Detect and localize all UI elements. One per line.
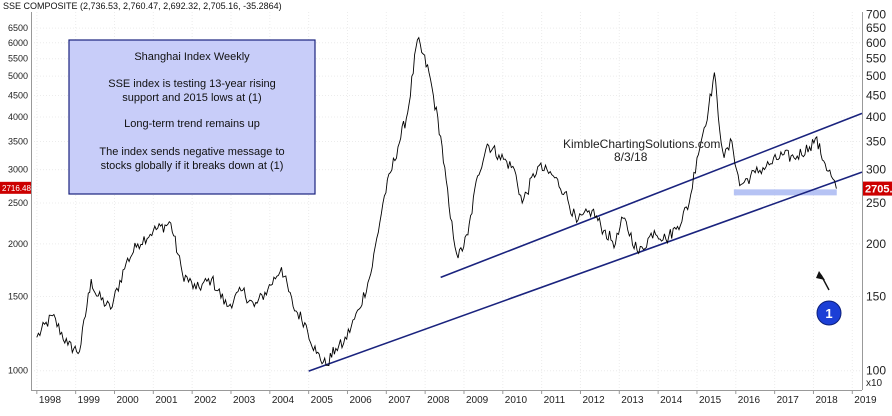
marker-1: 1 bbox=[816, 271, 842, 326]
left-tick-label: 3500 bbox=[8, 136, 28, 146]
annotation-title: Shanghai Index Weekly bbox=[134, 51, 250, 63]
left-tick-label: 5000 bbox=[8, 71, 28, 81]
x-tick-label: 2000 bbox=[116, 395, 139, 406]
watermark-date: 8/3/18 bbox=[614, 150, 648, 164]
watermark-site: KimbleChartingSolutions.com bbox=[563, 137, 720, 151]
left-tick-label: 3000 bbox=[8, 165, 28, 175]
x-tick-label: 2006 bbox=[349, 395, 372, 406]
rising-support-line bbox=[308, 171, 863, 372]
x-tick-label: 2009 bbox=[466, 395, 489, 406]
x-tick-label: 2001 bbox=[155, 395, 178, 406]
right-tick-label: 300 bbox=[866, 163, 886, 177]
left-tick-label: 2000 bbox=[8, 239, 28, 249]
right-tick-label: 100 bbox=[866, 364, 886, 378]
price-tags: 2716.48 2705. bbox=[0, 181, 892, 196]
right-tick-label: 150 bbox=[866, 290, 886, 304]
marker-circle bbox=[816, 300, 842, 326]
right-tick-label: 650 bbox=[866, 21, 886, 35]
marker-arrowhead bbox=[816, 271, 825, 280]
x-axis-ticks: 1998 1999 2000 2001 2002 2003 2004 2005 2006 2007… bbox=[36, 390, 877, 406]
x-tick-label: 2004 bbox=[272, 395, 295, 406]
left-tick-label: 1500 bbox=[8, 292, 28, 302]
right-tick-label: 350 bbox=[866, 134, 886, 148]
left-tick-label: 1000 bbox=[8, 366, 28, 376]
x-tick-label: 2013 bbox=[621, 395, 644, 406]
right-scale-label: x10 bbox=[866, 378, 883, 389]
right-tick-label: 700 bbox=[866, 8, 886, 22]
x-tick-label: 1998 bbox=[39, 395, 62, 406]
x-tick-label: 1999 bbox=[78, 395, 101, 406]
x-tick-label: 2012 bbox=[582, 395, 605, 406]
right-tick-label: 400 bbox=[866, 110, 886, 124]
left-tick-label: 6000 bbox=[8, 38, 28, 48]
right-tick-label: 200 bbox=[866, 237, 886, 251]
right-tick-label: 250 bbox=[866, 196, 886, 210]
right-tick-label: 500 bbox=[866, 69, 886, 83]
support-band bbox=[733, 189, 837, 196]
x-tick-label: 2005 bbox=[311, 395, 334, 406]
right-price-tag-bg bbox=[863, 181, 892, 196]
right-tick-label: 550 bbox=[866, 52, 886, 66]
upper-channel-line bbox=[440, 112, 863, 279]
x-tick-label: 2018 bbox=[815, 395, 838, 406]
annotation-line-2: support and 2015 lows at (1) bbox=[122, 92, 261, 104]
left-axis-ticks: 6500 6000 5500 5000 4500 4000 3500 3000 2500 2000… bbox=[8, 23, 28, 376]
x-tick-label: 2019 bbox=[854, 395, 877, 406]
x-tick-label: 2002 bbox=[194, 395, 217, 406]
x-tick-label: 2003 bbox=[233, 395, 256, 406]
trendlines bbox=[308, 112, 863, 372]
price-series bbox=[36, 36, 837, 367]
right-tick-label: 450 bbox=[866, 88, 886, 102]
marker-label: 1 bbox=[825, 306, 832, 321]
right-price-tag: 2705. bbox=[865, 184, 892, 196]
annotation-line-1: SSE index is testing 13-year rising bbox=[108, 78, 276, 90]
chart-header: SSE COMPOSITE (2,736.53, 2,760.47, 2,692… bbox=[3, 1, 282, 11]
annotation-box: Shanghai Index Weekly SSE index is testi… bbox=[68, 39, 316, 195]
x-tick-label: 2015 bbox=[699, 395, 722, 406]
x-tick-label: 2008 bbox=[427, 395, 450, 406]
left-tick-label: 6500 bbox=[8, 23, 28, 33]
x-tick-label: 2007 bbox=[388, 395, 411, 406]
x-tick-label: 2010 bbox=[505, 395, 528, 406]
annotation-line-4: The index sends negative message to bbox=[99, 146, 284, 158]
price-line bbox=[36, 36, 837, 367]
left-price-tag: 2716.48 bbox=[2, 184, 31, 193]
x-tick-label: 2017 bbox=[777, 395, 800, 406]
left-tick-label: 5500 bbox=[8, 54, 28, 64]
annotation-line-5: stocks globally if it breaks down at (1) bbox=[101, 160, 284, 172]
right-tick-label: 600 bbox=[866, 36, 886, 50]
left-price-tag-bg bbox=[0, 181, 31, 194]
annotation-line-3: Long-term trend remains up bbox=[124, 118, 260, 130]
left-tick-label: 4500 bbox=[8, 90, 28, 100]
x-tick-label: 2016 bbox=[738, 395, 761, 406]
support-zone bbox=[733, 189, 837, 196]
x-tick-label: 2014 bbox=[660, 395, 683, 406]
left-tick-label: 4000 bbox=[8, 112, 28, 122]
x-tick-label: 2011 bbox=[544, 395, 566, 406]
left-tick-label: 2500 bbox=[8, 198, 28, 208]
